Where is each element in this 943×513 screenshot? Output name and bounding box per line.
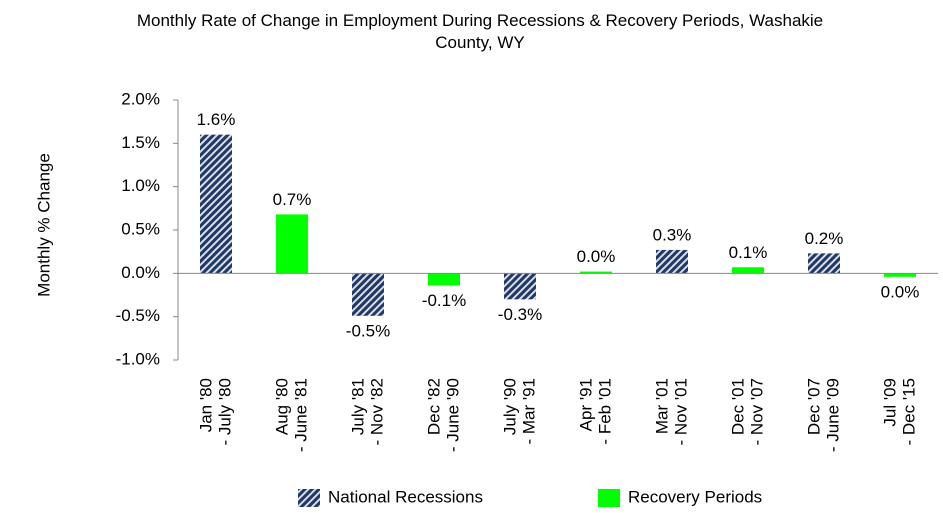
- bar: [656, 249, 688, 274]
- bar: [732, 267, 764, 274]
- x-tick-label: Apr '91: [576, 378, 595, 431]
- x-tick-label: - June '81: [291, 378, 310, 452]
- bar: [808, 253, 840, 274]
- value-label: 0.7%: [273, 190, 312, 209]
- x-tick-label: Jan '80: [196, 378, 215, 432]
- value-label: -0.3%: [498, 305, 542, 324]
- y-tick-label: 1.5%: [121, 133, 160, 152]
- x-tick-label: Mar '01: [652, 378, 671, 434]
- x-tick-label: July '81: [348, 378, 367, 435]
- y-tick-label: 1.0%: [121, 176, 160, 195]
- value-label: -0.5%: [346, 321, 390, 340]
- bar: [428, 273, 460, 286]
- y-tick-label: -0.5%: [116, 306, 160, 325]
- value-label: 0.3%: [653, 225, 692, 244]
- legend-swatch: [298, 489, 320, 507]
- x-tick-label: Dec '01: [728, 378, 747, 435]
- bar: [276, 214, 308, 274]
- x-tick-label: Aug '80: [272, 378, 291, 435]
- legend-label: National Recessions: [328, 487, 483, 506]
- bar: [884, 273, 916, 277]
- value-label: 0.0%: [577, 247, 616, 266]
- bar: [352, 273, 384, 316]
- value-label: 0.2%: [805, 229, 844, 248]
- x-tick-label: - Nov '82: [367, 378, 386, 446]
- y-tick-label: -1.0%: [116, 349, 160, 368]
- x-tick-label: - Nov '01: [671, 378, 690, 446]
- value-label: 0.1%: [729, 243, 768, 262]
- y-axis-label: Monthly % Change: [34, 153, 53, 297]
- y-tick-label: 2.0%: [121, 89, 160, 108]
- x-tick-label: July '90: [500, 378, 519, 435]
- value-label: 0.0%: [881, 282, 920, 301]
- x-tick-label: Dec '07: [804, 378, 823, 435]
- x-tick-label: Jul '09: [880, 378, 899, 427]
- chart-title: Monthly Rate of Change in Employment Dur…: [136, 11, 824, 52]
- x-tick-label: - Feb '01: [595, 378, 614, 445]
- y-tick-label: 0.5%: [121, 219, 160, 238]
- x-tick-label: - Mar '91: [519, 378, 538, 445]
- bar: [200, 134, 232, 274]
- x-tick-label: - June '09: [823, 378, 842, 452]
- x-tick-label: - July '80: [215, 378, 234, 446]
- legend-label: Recovery Periods: [628, 487, 762, 506]
- x-tick-label: - Nov '07: [747, 378, 766, 446]
- value-label: 1.6%: [197, 110, 236, 129]
- value-label: -0.1%: [422, 291, 466, 310]
- x-tick-label: - Dec '15: [899, 378, 918, 446]
- bar: [504, 273, 536, 300]
- legend-swatch: [598, 489, 620, 507]
- y-tick-label: 0.0%: [121, 263, 160, 282]
- bar: [580, 271, 612, 274]
- x-tick-label: Dec '82: [424, 378, 443, 435]
- x-tick-label: - June '90: [443, 378, 462, 452]
